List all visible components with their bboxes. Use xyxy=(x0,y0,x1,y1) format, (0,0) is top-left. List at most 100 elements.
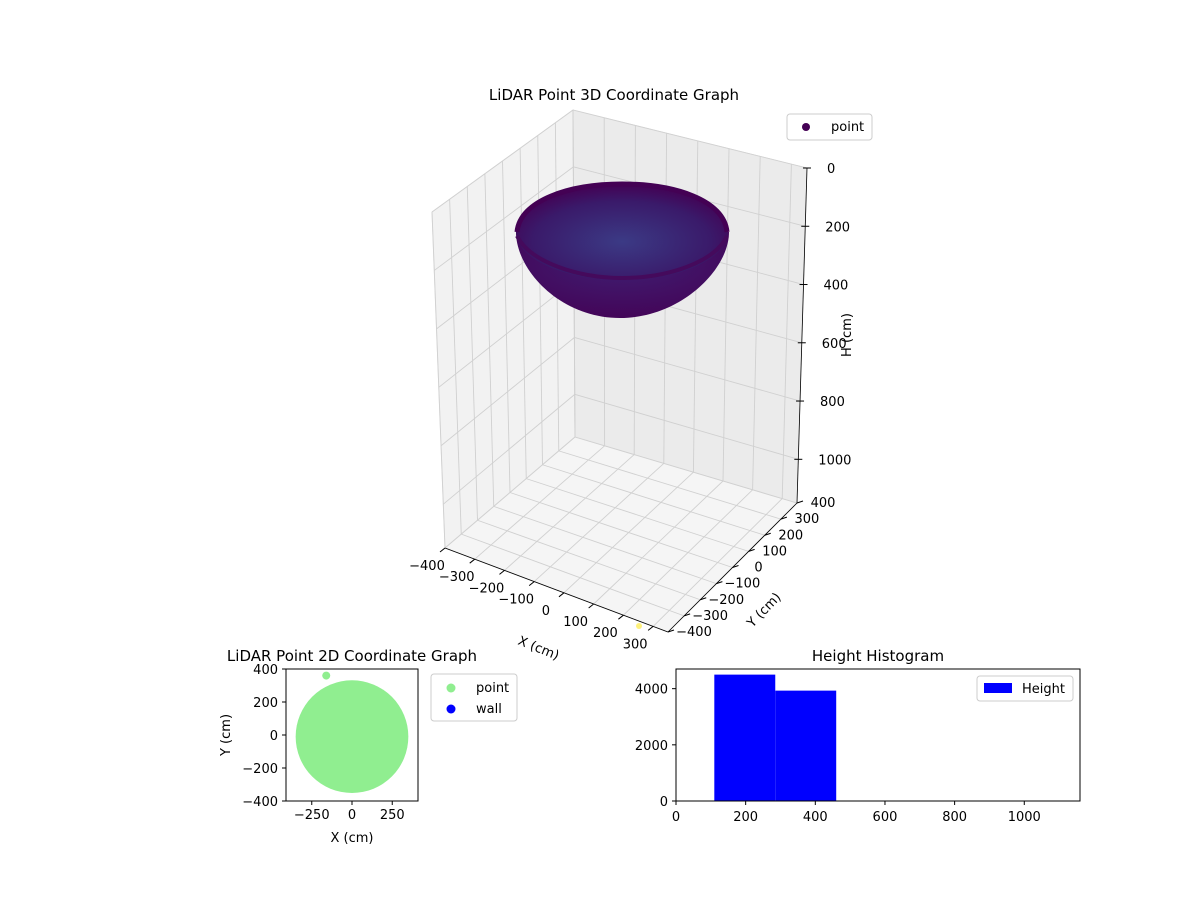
x-tick-label-2d: 250 xyxy=(380,808,405,823)
y-axis-line xyxy=(667,502,798,633)
z-tick-label: 600 xyxy=(822,337,847,352)
hist-x-tick-label: 800 xyxy=(942,810,967,825)
grid-z-back xyxy=(574,337,801,402)
bowl-rim-top xyxy=(514,181,730,233)
y-tick xyxy=(764,532,771,536)
hist-x-tick-label: 600 xyxy=(873,810,898,825)
z-tick-label: 200 xyxy=(825,220,850,235)
bowl-rim-front xyxy=(515,235,729,281)
grid-y-floor xyxy=(509,492,733,568)
legend-2d-label-point: point xyxy=(476,681,509,696)
y-tick-label: −100 xyxy=(725,577,761,592)
x-tick-label: 200 xyxy=(593,626,618,641)
grid-z-left xyxy=(440,337,575,447)
y-axis-label-2d: Y (cm) xyxy=(219,714,234,757)
legend-3d-marker xyxy=(802,123,810,131)
legend-3d: point xyxy=(786,113,873,141)
grid-y-left xyxy=(519,148,527,479)
x-tick-label: 0 xyxy=(542,604,550,619)
x-tick xyxy=(618,614,624,620)
z-tick-label: 400 xyxy=(824,279,849,294)
y-tick xyxy=(667,629,675,633)
x-tick xyxy=(528,581,535,586)
legend-histogram-frame xyxy=(976,675,1074,702)
z-axis: 0 200 400 600 800 1000 xyxy=(794,162,851,504)
hist-x-tick-label: 400 xyxy=(803,810,828,825)
grid-z-left xyxy=(443,394,576,505)
hist-x-tick-label: 200 xyxy=(733,810,758,825)
grid-y-left xyxy=(502,160,511,493)
y-tick xyxy=(700,597,707,601)
x-axis-line xyxy=(444,547,669,633)
x-tick-label: −100 xyxy=(498,593,534,608)
hist-x-tick-label: 1000 xyxy=(1008,810,1041,825)
ticks-histogram: 0 200 400 600 800 1000 0 2000 4000 xyxy=(635,683,1041,825)
hist-y-tick-label: 0 xyxy=(660,795,668,810)
y-tick-label-2d: −400 xyxy=(242,795,278,810)
grid-z-left xyxy=(431,109,574,213)
hist-x-tick-label: 0 xyxy=(672,810,680,825)
x-tick xyxy=(588,603,594,609)
y-axis-label: Y (cm) xyxy=(744,590,785,631)
legend-histogram-label: Height xyxy=(1022,682,1065,697)
legend-2d: point wall xyxy=(430,673,518,722)
chart-2d: LiDAR Point 2D Coordinate Graph −250 0 250… xyxy=(219,647,518,846)
z-tick-label: 0 xyxy=(827,162,835,177)
chart-3d: LiDAR Point 3D Coordinate Graph 0 200 400 6… xyxy=(409,86,873,664)
grid-z-back xyxy=(572,109,808,169)
x-tick-label: −300 xyxy=(439,570,475,585)
grid-y-left xyxy=(466,186,478,521)
grid-y-left xyxy=(484,173,495,507)
histogram-bars xyxy=(714,674,837,801)
ticks-2d: −250 0 250 −400 −200 0 200 400 xyxy=(242,663,404,823)
grid-y-left xyxy=(431,211,446,549)
y-tick xyxy=(748,548,755,552)
y-tick-label-2d: −200 xyxy=(242,762,278,777)
x-tick-label-2d: −250 xyxy=(294,808,330,823)
point-disk xyxy=(295,680,409,793)
grid-y-floor xyxy=(461,533,685,617)
y-tick xyxy=(780,516,788,520)
legend-histogram-swatch xyxy=(984,683,1012,693)
x-tick-label: −200 xyxy=(469,581,505,596)
legend-3d-label: point xyxy=(831,120,864,135)
grid-y-left xyxy=(537,135,543,465)
histogram-bar xyxy=(775,690,837,801)
x-tick-label: 100 xyxy=(563,615,588,630)
x-tick-label: 300 xyxy=(623,637,648,652)
y-tick-label-2d: 200 xyxy=(253,696,278,711)
chart-2d-title: LiDAR Point 2D Coordinate Graph xyxy=(227,647,477,665)
grid-y-floor xyxy=(558,450,782,520)
y-tick-label: 0 xyxy=(754,561,762,576)
y-tick xyxy=(683,613,691,617)
z-axis-label: H (cm) xyxy=(840,313,855,357)
legend-3d-frame xyxy=(786,113,873,141)
grid-y-floor xyxy=(493,505,717,585)
y-tick-label: −300 xyxy=(692,609,728,624)
chart-3d-title: LiDAR Point 3D Coordinate Graph xyxy=(489,86,739,104)
x-tick-label-2d: 0 xyxy=(348,808,356,823)
hist-y-tick-label: 4000 xyxy=(635,683,668,698)
y-tick xyxy=(732,565,739,568)
y-tick-label: 400 xyxy=(811,496,836,511)
x-axis-label: X (cm) xyxy=(516,634,561,664)
y-tick-label: 100 xyxy=(762,544,787,559)
x-tick xyxy=(439,547,446,553)
z-axis-line xyxy=(796,167,808,504)
points-2d xyxy=(295,671,409,793)
y-tick-label: −400 xyxy=(676,625,712,640)
legend-2d-marker-wall xyxy=(446,704,456,714)
y-tick-label: 300 xyxy=(794,512,819,527)
x-tick-label: −400 xyxy=(409,559,445,574)
chart-histogram: Height Histogram 0 200 400 600 800 1000 0 2000 4… xyxy=(635,647,1081,825)
grid-y-floor xyxy=(542,464,765,536)
legend-2d-label-wall: wall xyxy=(476,702,502,717)
z-tick-label: 800 xyxy=(820,395,845,410)
y-tick-label-2d: 400 xyxy=(253,663,278,678)
y-tick xyxy=(796,500,804,504)
z-tick-label: 1000 xyxy=(818,453,851,468)
grid-z-left xyxy=(438,280,575,388)
y-tick-label-2d: 0 xyxy=(270,729,278,744)
legend-histogram: Height xyxy=(976,675,1074,702)
